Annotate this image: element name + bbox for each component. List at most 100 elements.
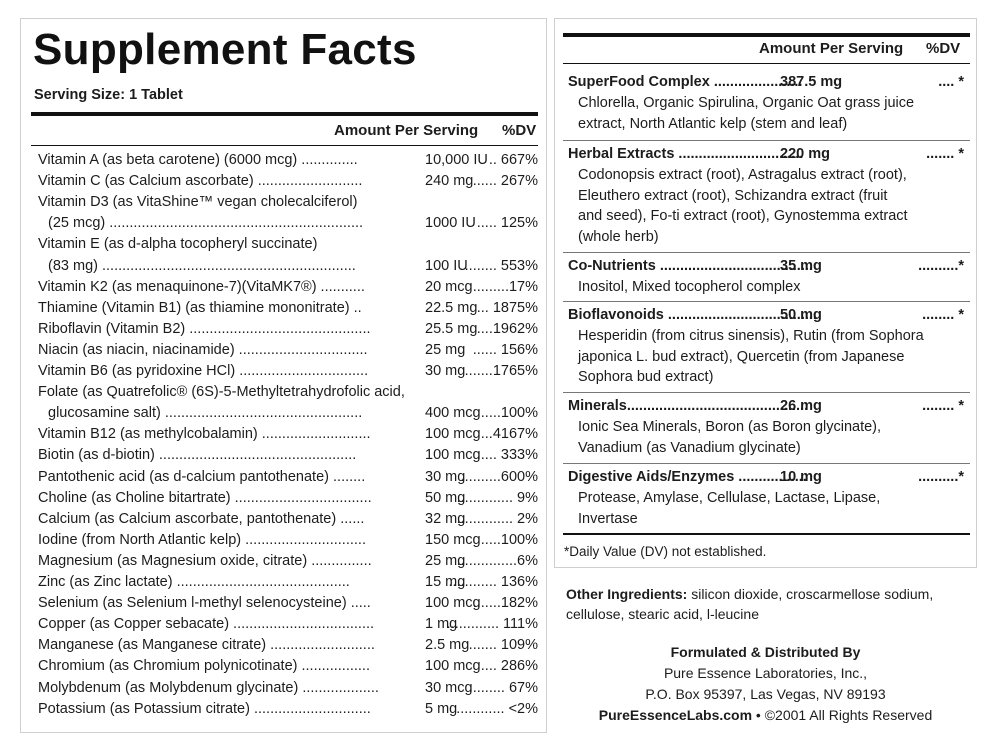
vitamin-amount: 400 mcg	[425, 405, 481, 422]
blend-name: Bioflavonoids ..........................…	[568, 307, 817, 323]
blend-dv: ..........*	[918, 258, 964, 274]
vitamin-row: (83 mg) ................................…	[38, 256, 538, 277]
vitamin-amount: 30 mg	[425, 363, 466, 379]
vitamin-row: Iodine (from North Atlantic kelp) ......…	[38, 530, 538, 551]
vitamin-amount: 25 mg	[425, 341, 466, 358]
vitamin-row: Molybdenum (as Molybdenum glycinate) ...…	[38, 678, 538, 699]
vitamin-name: glucosamine salt) ......................…	[48, 405, 363, 422]
blend-ingredients-line: (whole herb)	[578, 228, 659, 245]
vitamin-row: Riboflavin (Vitamin B2) ................…	[38, 319, 538, 340]
vitamin-name: Riboflavin (Vitamin B2) ................…	[38, 320, 371, 337]
vitamin-amount: 32 mg	[425, 510, 466, 527]
blend-title-row: Co-Nutrients ...........................…	[568, 255, 964, 277]
blend-name: Herbal Extracts ........................…	[568, 146, 804, 162]
vitamin-name: Niacin (as niacin, niacinamide) ........…	[38, 341, 368, 358]
blend-title-row: Herbal Extracts ........................…	[568, 143, 964, 165]
vitamin-row: Vitamin B6 (as pyridoxine HCl) .........…	[38, 361, 538, 382]
vitamin-row: Choline (as Choline bitartrate) ........…	[38, 488, 538, 509]
blends-bottom-rule	[563, 533, 970, 535]
dv-header: %DV	[502, 122, 537, 139]
blend-ingredients-line: Inositol, Mixed tocopherol complex	[578, 279, 801, 295]
vitamin-dv: .....100%	[480, 531, 538, 548]
vitamin-name: (83 mg) ................................…	[48, 257, 356, 274]
blend-dv: ........ *	[922, 307, 964, 323]
vitamin-amount: 100 mcg	[425, 447, 481, 464]
vitamin-row: Magnesium (as Magnesium oxide, citrate) …	[38, 551, 538, 572]
vitamin-amount: 22.5 mg	[425, 299, 478, 316]
vitamin-amount: 20 mcg	[425, 278, 473, 295]
copyright: • ©2001 All Rights Reserved	[752, 707, 933, 723]
vitamin-dv: ..... 125%	[476, 215, 538, 232]
vitamin-amount: 50 mg	[425, 489, 466, 506]
blend-amount: 35 mg	[780, 258, 822, 274]
vitamin-amount: 100 mcg	[425, 426, 481, 443]
vitamin-amount: 240 mg	[425, 173, 474, 190]
vitamin-row: Niacin (as niacin, niacinamide) ........…	[38, 340, 538, 361]
vitamin-dv: .......182%	[472, 595, 538, 612]
vitamin-amount: 150 mcg	[425, 531, 481, 548]
vitamin-name: Vitamin D3 (as VitaShine™ vegan cholecal…	[38, 194, 358, 211]
top-rule	[31, 112, 538, 116]
blend-amount: 50 mg	[780, 307, 822, 323]
vitamin-dv: .... 286%	[480, 658, 538, 675]
vitamin-dv: ....... 109%	[468, 637, 538, 654]
blends-header-rule	[563, 63, 970, 64]
vitamin-dv: ... 1875%	[476, 299, 538, 316]
vitamin-name: Zinc (as Zinc lactate) .................…	[38, 574, 350, 590]
vitamin-row: Vitamin E (as d-alpha tocopheryl succina…	[38, 234, 538, 255]
amount-per-serving-header: Amount Per Serving	[334, 122, 479, 139]
vitamin-name: Potassium (as Potassium citrate) .......…	[38, 700, 371, 717]
blends-dv-header: %DV	[926, 40, 961, 57]
vitamin-amount: 25.5 mg	[425, 320, 478, 337]
blend-ingredients-line: Invertase	[578, 510, 638, 527]
blend-group: Bioflavonoids ..........................…	[568, 304, 964, 388]
other-ingredients: Other Ingredients: silicon dioxide, cros…	[566, 584, 976, 624]
blend-separator	[563, 301, 970, 302]
vitamin-name: Vitamin K2 (as menaquinone-7)(VitaMK7®) …	[38, 278, 365, 295]
vitamin-amount: 100 mcg	[425, 658, 481, 675]
website-link[interactable]: PureEssenceLabs.com	[598, 707, 753, 723]
blend-ingredients-line: and seed), Fo-ti extract (root), Gynoste…	[578, 208, 908, 224]
vitamin-dv: ............ 136%	[448, 574, 538, 590]
vitamin-amount: 100 IU	[425, 257, 468, 274]
blends-panel: Amount Per Serving %DV SuperFood Complex…	[554, 18, 977, 568]
blend-ingredients-line: Hesperidin (from citrus sinensis), Rutin…	[578, 328, 924, 344]
blend-ingredients-line: Vanadium (as Vanadium glycinate)	[578, 439, 801, 456]
vitamin-name: Calcium (as Calcium ascorbate, pantothen…	[38, 510, 365, 527]
blend-name: SuperFood Complex ......................	[568, 74, 803, 90]
vitamin-name: Magnesium (as Magnesium oxide, citrate) …	[38, 552, 372, 569]
vitamin-dv: ........ 553%	[464, 257, 538, 274]
blend-dv: .... *	[938, 74, 964, 90]
blend-group: Herbal Extracts ........................…	[568, 143, 964, 247]
blend-group: SuperFood Complex ......................…	[568, 71, 964, 134]
blend-separator	[563, 252, 970, 253]
vitamin-row: Vitamin A (as beta carotene) (6000 mcg) …	[38, 150, 538, 171]
blend-ingredients-line: Codonopsis extract (root), Astragalus ex…	[578, 167, 907, 183]
blends-top-rule	[563, 33, 970, 37]
vitamin-row: Calcium (as Calcium ascorbate, pantothen…	[38, 509, 538, 530]
vitamin-row: Zinc (as Zinc lactate) .................…	[38, 572, 538, 593]
vitamin-row: Potassium (as Potassium citrate) .......…	[38, 699, 538, 720]
vitamin-amount: 2.5 mg	[425, 637, 470, 654]
vitamin-dv: .............. 2%	[456, 510, 538, 527]
panel-title: Supplement Facts	[33, 25, 417, 74]
vitamin-row: Chromium (as Chromium polynicotinate) ..…	[38, 656, 538, 677]
vitamin-name: (25 mcg) ...............................…	[48, 215, 364, 232]
manufacturer-address: P.O. Box 95397, Las Vegas, NV 89193	[645, 686, 886, 702]
blend-separator	[563, 463, 970, 464]
vitamin-dv: ...............6%	[456, 552, 538, 569]
vitamin-name: Vitamin E (as d-alpha tocopheryl succina…	[38, 236, 318, 253]
blend-ingredients-line: Protease, Amylase, Cellulase, Lactase, L…	[578, 490, 881, 506]
blend-amount: 26 mg	[780, 398, 822, 414]
vitamin-row: Vitamin D3 (as VitaShine™ vegan cholecal…	[38, 192, 538, 213]
blend-ingredients-line: japonica L. bud extract), Quercetin (fro…	[578, 348, 905, 365]
vitamin-amount: 1 mg	[425, 616, 458, 633]
vitamin-dv: .........17%	[472, 278, 538, 295]
vitamin-name: Chromium (as Chromium polynicotinate) ..…	[38, 658, 370, 675]
blend-title-row: Minerals................................…	[568, 395, 964, 417]
vitamin-name: Biotin (as d-biotin) ...................…	[38, 447, 357, 464]
vitamin-dv: ............. 111%	[446, 616, 538, 633]
vitamin-amount: 30 mcg	[425, 679, 473, 696]
vitamin-dv: ..........600%	[460, 468, 538, 485]
manufacturer-web-line: PureEssenceLabs.com • ©2001 All Rights R…	[554, 705, 977, 725]
